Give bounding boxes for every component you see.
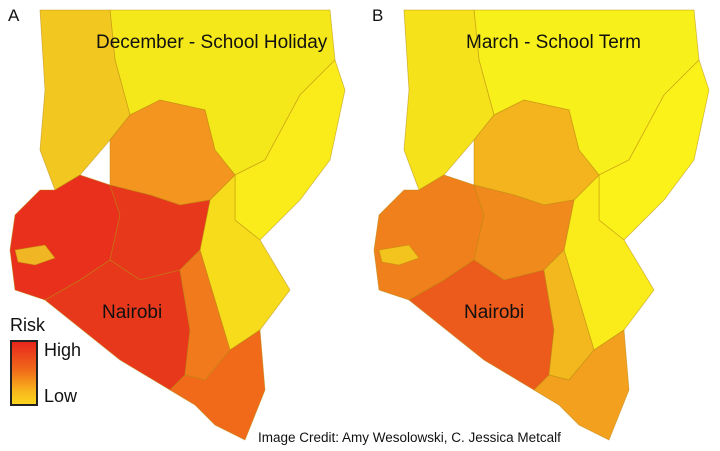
region-northwest (403, 9, 495, 191)
region-northeast (598, 59, 710, 241)
panel-b-letter: B (372, 6, 384, 25)
panel-a-map (9, 9, 346, 441)
panel-a-nairobi-label: Nairobi (102, 302, 163, 323)
legend-color-bar (10, 340, 38, 406)
legend-high-label: High (44, 340, 82, 360)
legend-low-label: Low (44, 386, 78, 406)
panel-a-title: December - School Holiday (96, 32, 328, 53)
legend-title: Risk (10, 315, 45, 335)
panel-b-title: March - School Term (466, 32, 641, 53)
region-lake (378, 244, 420, 266)
region-coast (533, 329, 630, 441)
image-credit: Image Credit: Amy Wesolowski, C. Jessica… (258, 430, 561, 445)
panel-b-nairobi-label: Nairobi (464, 302, 525, 323)
region-northwest (39, 9, 131, 191)
region-lake (14, 244, 56, 266)
panel-a-letter: A (8, 6, 20, 25)
region-coast (169, 329, 266, 441)
region-northeast (234, 59, 346, 241)
panel-b-map (373, 9, 710, 441)
